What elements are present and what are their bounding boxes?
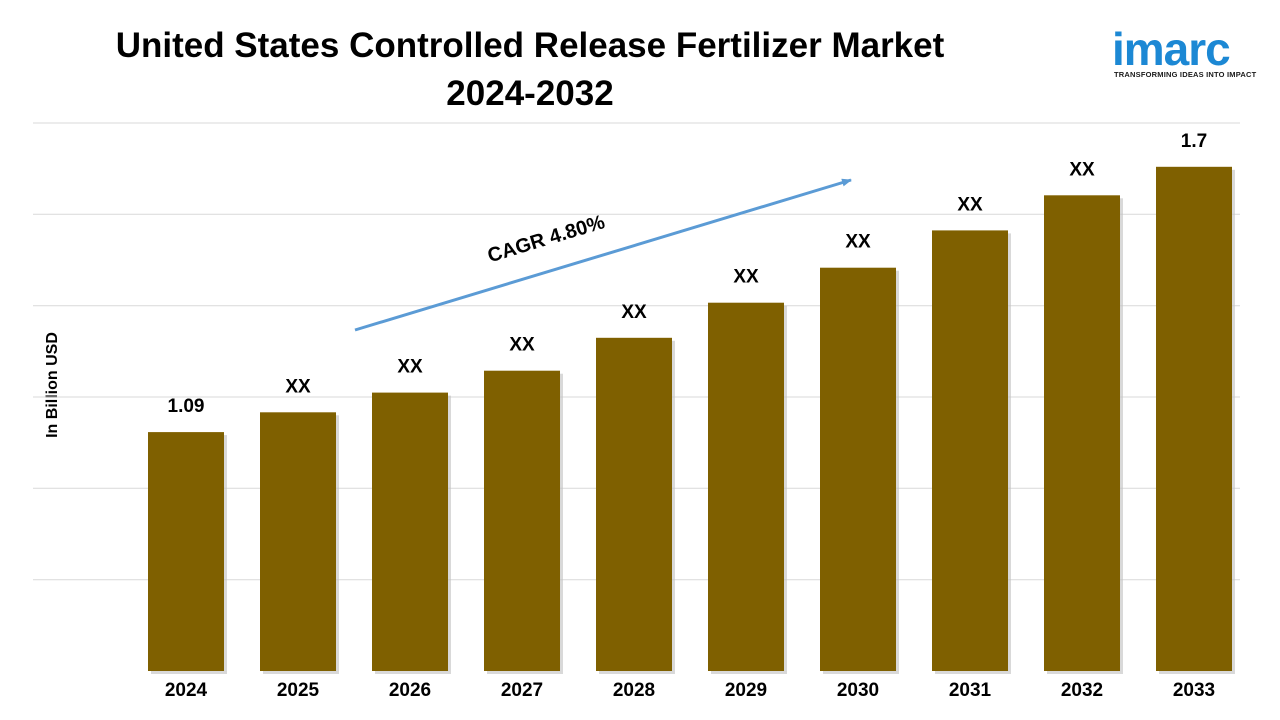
x-tick-2025: 2025 xyxy=(277,680,320,701)
cagr-arrow xyxy=(354,178,852,332)
x-tick-2030: 2030 xyxy=(837,680,879,701)
chart-title: United States Controlled Release Fertili… xyxy=(60,22,1000,118)
data-label-2024: 1.09 xyxy=(168,396,205,417)
data-labels: 1.09 XX XX XX XX XX XX XX XX 1.7 xyxy=(168,131,1208,417)
chart-title-line-2: 2024-2032 xyxy=(446,74,614,113)
bar-2031 xyxy=(932,230,1008,671)
x-tick-2027: 2027 xyxy=(501,680,543,701)
x-tick-labels: 2024 2025 2026 2027 2028 2029 2030 2031 2032 2033 xyxy=(165,680,1215,701)
bar-2030 xyxy=(820,267,896,671)
x-tick-2026: 2026 xyxy=(389,680,431,701)
data-label-2032: XX xyxy=(1069,159,1095,180)
x-tick-2028: 2028 xyxy=(613,680,655,701)
bars xyxy=(148,166,1235,675)
logo-tagline: TRANSFORMING IDEAS INTO IMPACT xyxy=(1114,70,1257,79)
bar-2032 xyxy=(1044,195,1120,672)
data-label-2025: XX xyxy=(285,376,311,397)
x-tick-2033: 2033 xyxy=(1173,680,1215,701)
x-tick-2032: 2032 xyxy=(1061,680,1103,701)
x-tick-2031: 2031 xyxy=(949,680,992,701)
data-label-2033: 1.7 xyxy=(1181,131,1207,152)
x-tick-2024: 2024 xyxy=(165,680,208,701)
data-label-2027: XX xyxy=(509,335,535,356)
data-label-2029: XX xyxy=(733,267,759,288)
data-label-2031: XX xyxy=(957,194,983,215)
bar-2033 xyxy=(1156,166,1232,672)
x-tick-2029: 2029 xyxy=(725,680,767,701)
bar-2025 xyxy=(260,412,336,671)
data-label-2030: XX xyxy=(845,232,871,253)
bar-2024 xyxy=(148,432,224,671)
data-label-2028: XX xyxy=(621,302,647,323)
bar-2028 xyxy=(596,337,672,671)
bar-2029 xyxy=(708,302,784,671)
data-label-2026: XX xyxy=(397,357,423,378)
chart-title-line-1: United States Controlled Release Fertili… xyxy=(115,26,945,65)
bar-2026 xyxy=(372,392,448,671)
imarc-logo: imarc TRANSFORMING IDEAS INTO IMPACT xyxy=(1110,14,1270,84)
bar-2027 xyxy=(484,370,560,671)
logo-wordmark: imarc xyxy=(1112,23,1231,75)
